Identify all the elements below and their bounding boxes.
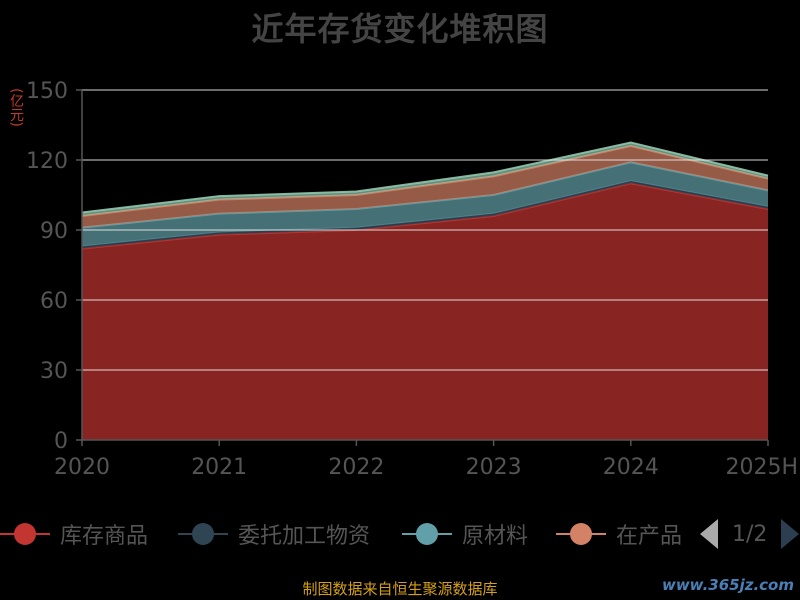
legend-marker-icon [556,522,606,546]
area-layer [81,141,769,441]
y-tick-label: 90 [40,219,68,244]
y-axis-unit-label: (亿元) [8,88,24,127]
x-tick-label: 2023 [466,455,522,480]
area-series-2 [82,162,768,247]
x-tick-label: 2021 [191,455,247,480]
legend-item-raw-materials[interactable]: 原材料 [402,514,528,554]
legend-label: 库存商品 [60,524,149,549]
area-line-4 [81,141,769,214]
x-tick-label: 2024 [603,455,659,480]
x-tick-label: 2025H [725,455,798,480]
watermark: www.365jz.com [661,576,794,594]
chart-title: 近年存货变化堆积图 [251,10,549,48]
chevron-right-icon[interactable] [781,519,800,549]
area-series-0 [82,183,768,441]
y-tick-label: 120 [26,149,68,174]
legend-item-inventory-goods[interactable]: 库存商品 [0,514,148,554]
area-series-3 [82,146,768,228]
legend-marker-icon [402,522,452,546]
y-tick-label: 60 [40,289,68,314]
legend-marker-icon [0,522,50,546]
y-tick-label: 30 [40,359,68,384]
legend-label: 在产品 [615,524,682,549]
legend: 库存商品 委托加工物资 原材料 在产品 [0,514,800,554]
legend-page-indicator: 1/2 [732,521,768,547]
legend-pager: 1/2 [700,516,800,552]
area-series-4 [82,142,768,216]
legend-label: 委托加工物资 [238,524,371,549]
x-tick-label: 2020 [54,455,110,480]
x-tick-label: 2022 [328,455,384,480]
legend-label: 原材料 [462,524,529,549]
axis-layer: 0 30 60 90 120 150 2020 2021 2022 2023 2024 2025H [26,79,798,480]
legend-item-consigned-processing[interactable]: 委托加工物资 [178,514,370,554]
y-tick-label: 0 [54,429,68,454]
data-source-note: 制图数据来自恒生聚源数据库 [302,580,498,598]
chevron-left-icon[interactable] [700,519,718,549]
legend-marker-icon [178,522,228,546]
legend-item-work-in-progress[interactable]: 在产品 [556,514,682,554]
y-tick-label: 150 [26,79,68,104]
